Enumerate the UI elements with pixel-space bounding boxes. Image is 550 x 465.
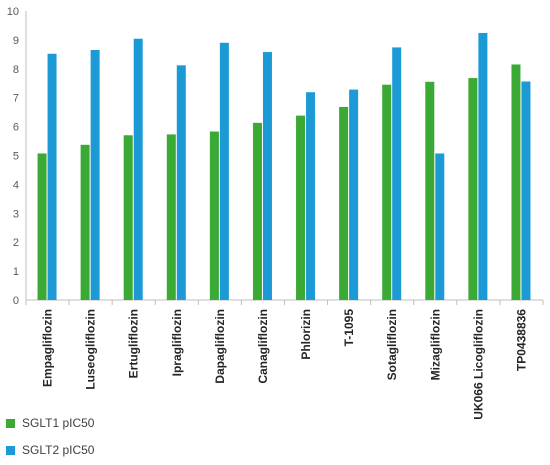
y-tick-label: 8 (13, 64, 19, 76)
legend: SGLT1 pIC50 SGLT2 pIC50 (6, 416, 95, 457)
sglt1-bar (37, 153, 47, 300)
sglt2-bar (219, 42, 229, 300)
sglt1-bar (123, 135, 133, 300)
category-label: TP0438836 (514, 309, 528, 371)
legend-item-sglt2: SGLT2 pIC50 (6, 443, 95, 457)
y-tick-label: 4 (13, 179, 19, 191)
category-label: Sotagliflozin (385, 309, 399, 380)
y-tick-label: 10 (7, 6, 19, 18)
sglt1-bar (296, 115, 306, 300)
legend-swatch (6, 446, 15, 455)
sglt1-bar (209, 131, 219, 300)
y-tick-label: 2 (13, 237, 19, 249)
category-label: Mizagliflozin (428, 309, 442, 380)
category-label: Ertugliflozin (127, 309, 141, 378)
category-labels: Empagliflozin Luseogliflozin Ertugliflozin… (41, 309, 529, 420)
sglt1-bar (382, 84, 392, 300)
sglt2-bar (435, 153, 445, 300)
legend-label: SGLT1 pIC50 (22, 416, 95, 430)
y-tick-label: 7 (13, 93, 19, 105)
category-label: UK066 Licogliflozin (471, 309, 485, 420)
legend-label: SGLT2 pIC50 (22, 443, 95, 457)
sglt2-bar (521, 81, 531, 301)
y-axis-ticks: 0 1 2 3 4 5 6 7 8 9 10 (7, 6, 19, 307)
sglt2-bar (47, 53, 57, 300)
sglt2-bar (306, 92, 316, 300)
legend-item-sglt1: SGLT1 pIC50 (6, 416, 95, 430)
y-tick-label: 3 (13, 208, 19, 220)
y-tick-label: 0 (13, 295, 19, 307)
x-axis-ticks (25, 300, 544, 305)
sglt2-bar (176, 65, 186, 300)
sglt1-bar (339, 106, 349, 300)
sglt2-bar (392, 47, 402, 300)
bars-group (37, 32, 531, 301)
category-label: Empagliflozin (41, 309, 55, 387)
sglt1-bar (511, 64, 521, 300)
sglt2-bar (478, 32, 488, 301)
y-tick-label: 1 (13, 266, 19, 278)
sglt1-bar (252, 122, 262, 300)
sglt1-bar (166, 134, 176, 300)
y-tick-label: 9 (13, 35, 19, 47)
sglt2-bar (349, 89, 359, 300)
y-tick-label: 6 (13, 122, 19, 134)
category-label: Phlorizin (299, 309, 313, 360)
category-label: Ipragliflozin (170, 309, 184, 376)
legend-swatch (6, 419, 15, 428)
sglt2-bar (90, 50, 100, 300)
sglt2-bar (133, 38, 143, 301)
sglt1-bar (425, 81, 435, 301)
category-label: Luseogliflozin (84, 309, 98, 390)
sglt2-bar (262, 52, 272, 301)
category-label: Canagliflozin (256, 309, 270, 384)
y-tick-label: 5 (13, 151, 19, 163)
sglt1-bar (468, 78, 478, 300)
category-label: Dapagliflozin (213, 309, 227, 384)
sglt1-bar (80, 144, 90, 300)
category-label: T-1095 (342, 309, 356, 347)
